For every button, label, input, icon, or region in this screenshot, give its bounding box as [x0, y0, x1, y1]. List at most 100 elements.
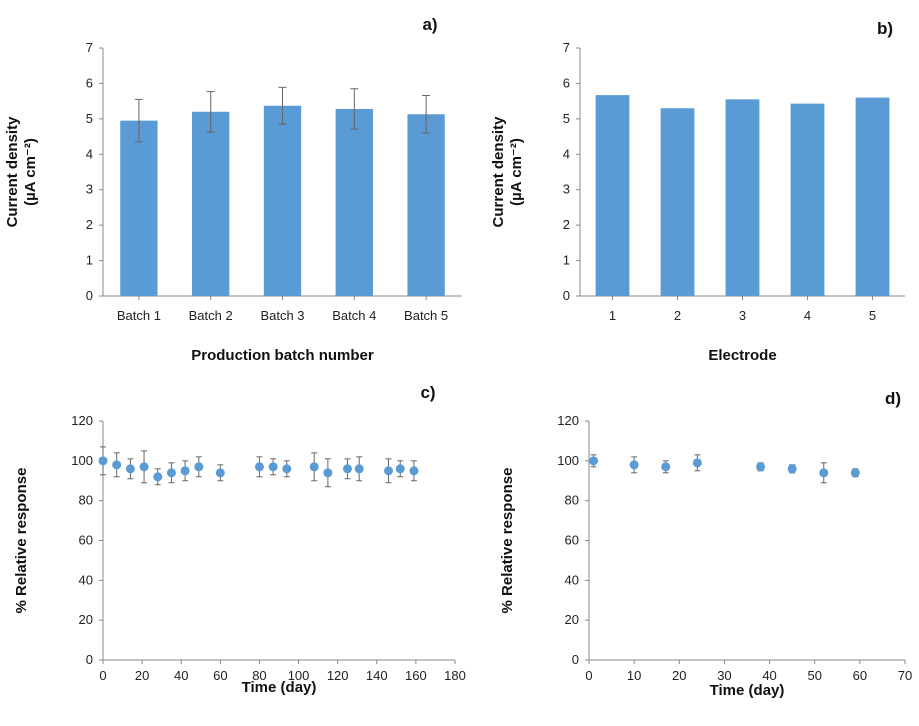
bar	[595, 95, 630, 297]
data-point	[125, 464, 135, 474]
y-tick-label: 80	[79, 493, 93, 508]
x-tick-label: 160	[405, 668, 427, 683]
data-point	[342, 464, 352, 474]
x-tick-label: 70	[898, 668, 912, 683]
x-tick-label: 0	[99, 668, 106, 683]
x-tick-label: 140	[366, 668, 388, 683]
x-tick-label: 40	[762, 668, 776, 683]
y-tick-label: 100	[71, 453, 93, 468]
x-tick-label: 30	[717, 668, 731, 683]
data-point	[112, 460, 122, 470]
y-tick-label: 7	[86, 40, 93, 55]
y-tick-label: 7	[563, 40, 570, 55]
x-tick-label: 120	[327, 668, 349, 683]
x-axis-title: Time (day)	[242, 679, 317, 696]
data-point	[756, 462, 766, 472]
x-tick-label: 180	[444, 668, 466, 683]
y-tick-label: 0	[572, 652, 579, 667]
y-axis-title: (µA cm⁻²)	[508, 138, 525, 206]
y-axis-title: Current density	[490, 116, 507, 228]
x-tick-label: 2	[674, 308, 681, 323]
x-tick-label: Batch 5	[404, 308, 448, 323]
y-tick-label: 120	[71, 413, 93, 428]
y-tick-label: 3	[86, 182, 93, 197]
x-tick-label: 50	[807, 668, 821, 683]
x-tick-label: 10	[627, 668, 641, 683]
y-tick-label: 20	[565, 612, 579, 627]
data-point	[395, 464, 405, 474]
y-axis-title: (µA cm⁻²)	[22, 138, 39, 206]
data-point	[180, 466, 190, 476]
data-point	[850, 468, 860, 478]
x-tick-label: 100	[288, 668, 310, 683]
y-tick-label: 4	[563, 146, 570, 161]
y-tick-label: 4	[86, 146, 93, 161]
x-axis-title: Electrode	[708, 347, 776, 364]
data-point	[384, 466, 394, 476]
panel-label: b)	[877, 19, 893, 38]
bar	[790, 103, 825, 296]
x-tick-label: Batch 3	[260, 308, 304, 323]
data-point	[323, 468, 333, 478]
data-point	[166, 468, 176, 478]
panel-c-scatter-chart: 0 20 40 60 80 100 120 c) Time (day) % Relative re…	[13, 383, 466, 696]
y-tick-label: 40	[565, 572, 579, 587]
y-tick-label: 6	[86, 75, 93, 90]
data-point	[589, 456, 599, 466]
y-tick-label: 0	[563, 288, 570, 303]
data-point	[409, 466, 419, 476]
x-tick-label: 4	[804, 308, 811, 323]
bar	[335, 108, 373, 297]
y-tick-label: 1	[86, 253, 93, 268]
y-tick-label: 5	[86, 111, 93, 126]
x-tick-label: Batch 2	[189, 308, 233, 323]
y-tick-label: 1	[563, 253, 570, 268]
data-point	[215, 468, 225, 478]
y-axis-title: Current density	[4, 116, 21, 228]
data-point	[629, 460, 639, 470]
y-tick-label: 3	[563, 182, 570, 197]
x-tick-label: 3	[739, 308, 746, 323]
bar	[120, 120, 158, 296]
y-tick-label: 2	[563, 217, 570, 232]
data-point	[268, 462, 278, 472]
x-tick-label: 40	[174, 668, 188, 683]
data-point	[692, 458, 702, 468]
x-tick-label: 0	[585, 668, 592, 683]
panel-label: c)	[420, 383, 435, 402]
bar	[407, 114, 445, 296]
y-tick-label: 120	[557, 413, 579, 428]
x-tick-label: 20	[135, 668, 149, 683]
x-tick-label: Batch 4	[332, 308, 376, 323]
y-axis-title: % Relative response	[499, 468, 516, 614]
data-point	[98, 456, 108, 466]
bar	[725, 99, 760, 296]
data-point	[819, 468, 829, 478]
x-axis-title: Production batch number	[191, 347, 374, 364]
data-point	[282, 464, 292, 474]
panel-label: a)	[422, 15, 437, 34]
x-tick-label: 60	[213, 668, 227, 683]
x-tick-label: Batch 1	[117, 308, 161, 323]
bar	[263, 105, 302, 297]
y-tick-label: 6	[563, 75, 570, 90]
y-axis-title: % Relative response	[13, 468, 30, 614]
y-tick-label: 0	[86, 652, 93, 667]
x-tick-label: 5	[869, 308, 876, 323]
panel-a-bar-chart: 0 1 2 3 4 5 6 7 a) Production batch number Current…	[4, 15, 462, 364]
x-tick-label: 20	[672, 668, 686, 683]
y-tick-label: 0	[86, 288, 93, 303]
data-point	[139, 462, 149, 472]
data-point	[194, 462, 204, 472]
panel-label: d)	[885, 389, 901, 408]
y-tick-label: 100	[557, 453, 579, 468]
bar	[855, 97, 890, 296]
data-point	[787, 464, 797, 474]
x-tick-label: 80	[252, 668, 266, 683]
y-tick-label: 60	[79, 533, 93, 548]
x-tick-label: 1	[609, 308, 616, 323]
data-point	[153, 472, 163, 482]
data-point	[354, 464, 364, 474]
